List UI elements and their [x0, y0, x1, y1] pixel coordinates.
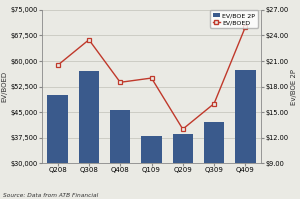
- Y-axis label: Ev/BOE 2P: Ev/BOE 2P: [291, 69, 297, 104]
- Bar: [47, 95, 68, 199]
- Bar: [141, 136, 162, 199]
- Legend: EV/BOE 2P, EV/BOED: EV/BOE 2P, EV/BOED: [210, 10, 258, 28]
- Bar: [172, 134, 193, 199]
- Bar: [110, 110, 130, 199]
- Bar: [235, 69, 256, 199]
- Bar: [79, 71, 99, 199]
- Bar: [204, 122, 224, 199]
- Text: Source: Data from ATB Financial: Source: Data from ATB Financial: [3, 193, 98, 198]
- Y-axis label: EV/BOED: EV/BOED: [2, 71, 8, 102]
